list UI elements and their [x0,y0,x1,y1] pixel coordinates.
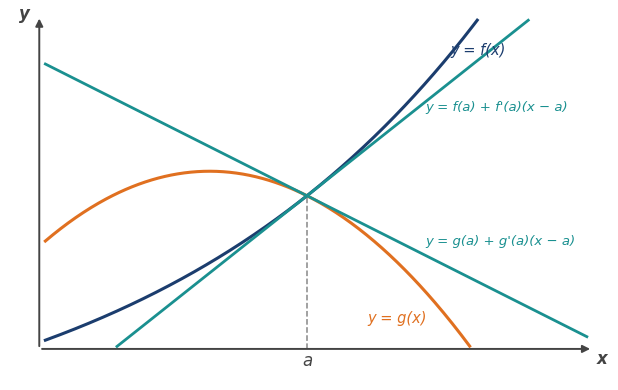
Text: y: y [19,5,30,23]
Text: y = f(a) + f'(a)(x − a): y = f(a) + f'(a)(x − a) [426,101,568,114]
Text: a: a [302,352,312,370]
Text: x: x [596,349,607,367]
Text: y = g(a) + g'(a)(x − a): y = g(a) + g'(a)(x − a) [426,235,576,248]
Text: y = g(x): y = g(x) [368,311,427,326]
Text: y = f(x): y = f(x) [450,43,506,58]
